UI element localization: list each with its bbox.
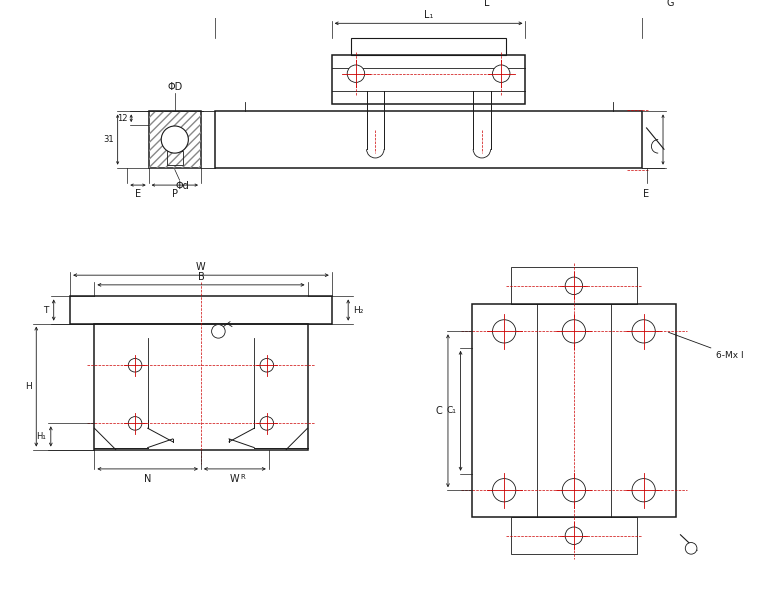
Bar <box>216 112 641 168</box>
Circle shape <box>129 359 142 372</box>
Bar <box>351 38 506 55</box>
Text: H₁: H₁ <box>36 432 46 441</box>
Text: R: R <box>241 474 246 480</box>
Bar <box>149 112 201 168</box>
Text: L₁: L₁ <box>424 11 434 21</box>
Text: 12: 12 <box>117 114 127 123</box>
Text: W: W <box>230 474 239 484</box>
Text: W: W <box>196 263 206 272</box>
Circle shape <box>562 320 585 343</box>
Bar <box>332 55 525 104</box>
Text: B: B <box>198 272 204 282</box>
Circle shape <box>685 543 697 554</box>
Circle shape <box>493 320 516 343</box>
Bar <box>167 151 182 165</box>
Circle shape <box>493 65 510 83</box>
Circle shape <box>129 417 142 430</box>
Text: E: E <box>644 189 650 199</box>
Circle shape <box>565 277 583 294</box>
Circle shape <box>161 126 189 153</box>
Circle shape <box>562 478 585 502</box>
Text: L: L <box>484 0 490 8</box>
Bar <box>149 112 201 168</box>
Text: N: N <box>144 474 152 484</box>
Text: H: H <box>25 382 32 391</box>
Bar <box>511 517 637 554</box>
Circle shape <box>493 478 516 502</box>
Bar <box>511 267 637 304</box>
Text: 6-Mx l: 6-Mx l <box>668 332 744 359</box>
Circle shape <box>260 359 273 372</box>
Text: ΦD: ΦD <box>167 82 182 92</box>
Text: H₂: H₂ <box>353 306 363 314</box>
Bar <box>70 297 332 323</box>
Bar <box>95 323 307 450</box>
Text: P: P <box>172 189 178 199</box>
Text: C₁: C₁ <box>447 407 457 415</box>
Text: G: G <box>667 0 675 8</box>
Circle shape <box>632 320 655 343</box>
Circle shape <box>632 478 655 502</box>
Text: C: C <box>435 406 442 416</box>
Text: 31: 31 <box>103 135 114 144</box>
Circle shape <box>260 417 273 430</box>
Circle shape <box>565 527 583 545</box>
Circle shape <box>347 65 365 83</box>
Text: E: E <box>135 189 141 199</box>
Circle shape <box>212 324 225 338</box>
Bar <box>472 304 675 517</box>
Text: Φd: Φd <box>176 181 189 191</box>
Text: T: T <box>43 306 49 314</box>
